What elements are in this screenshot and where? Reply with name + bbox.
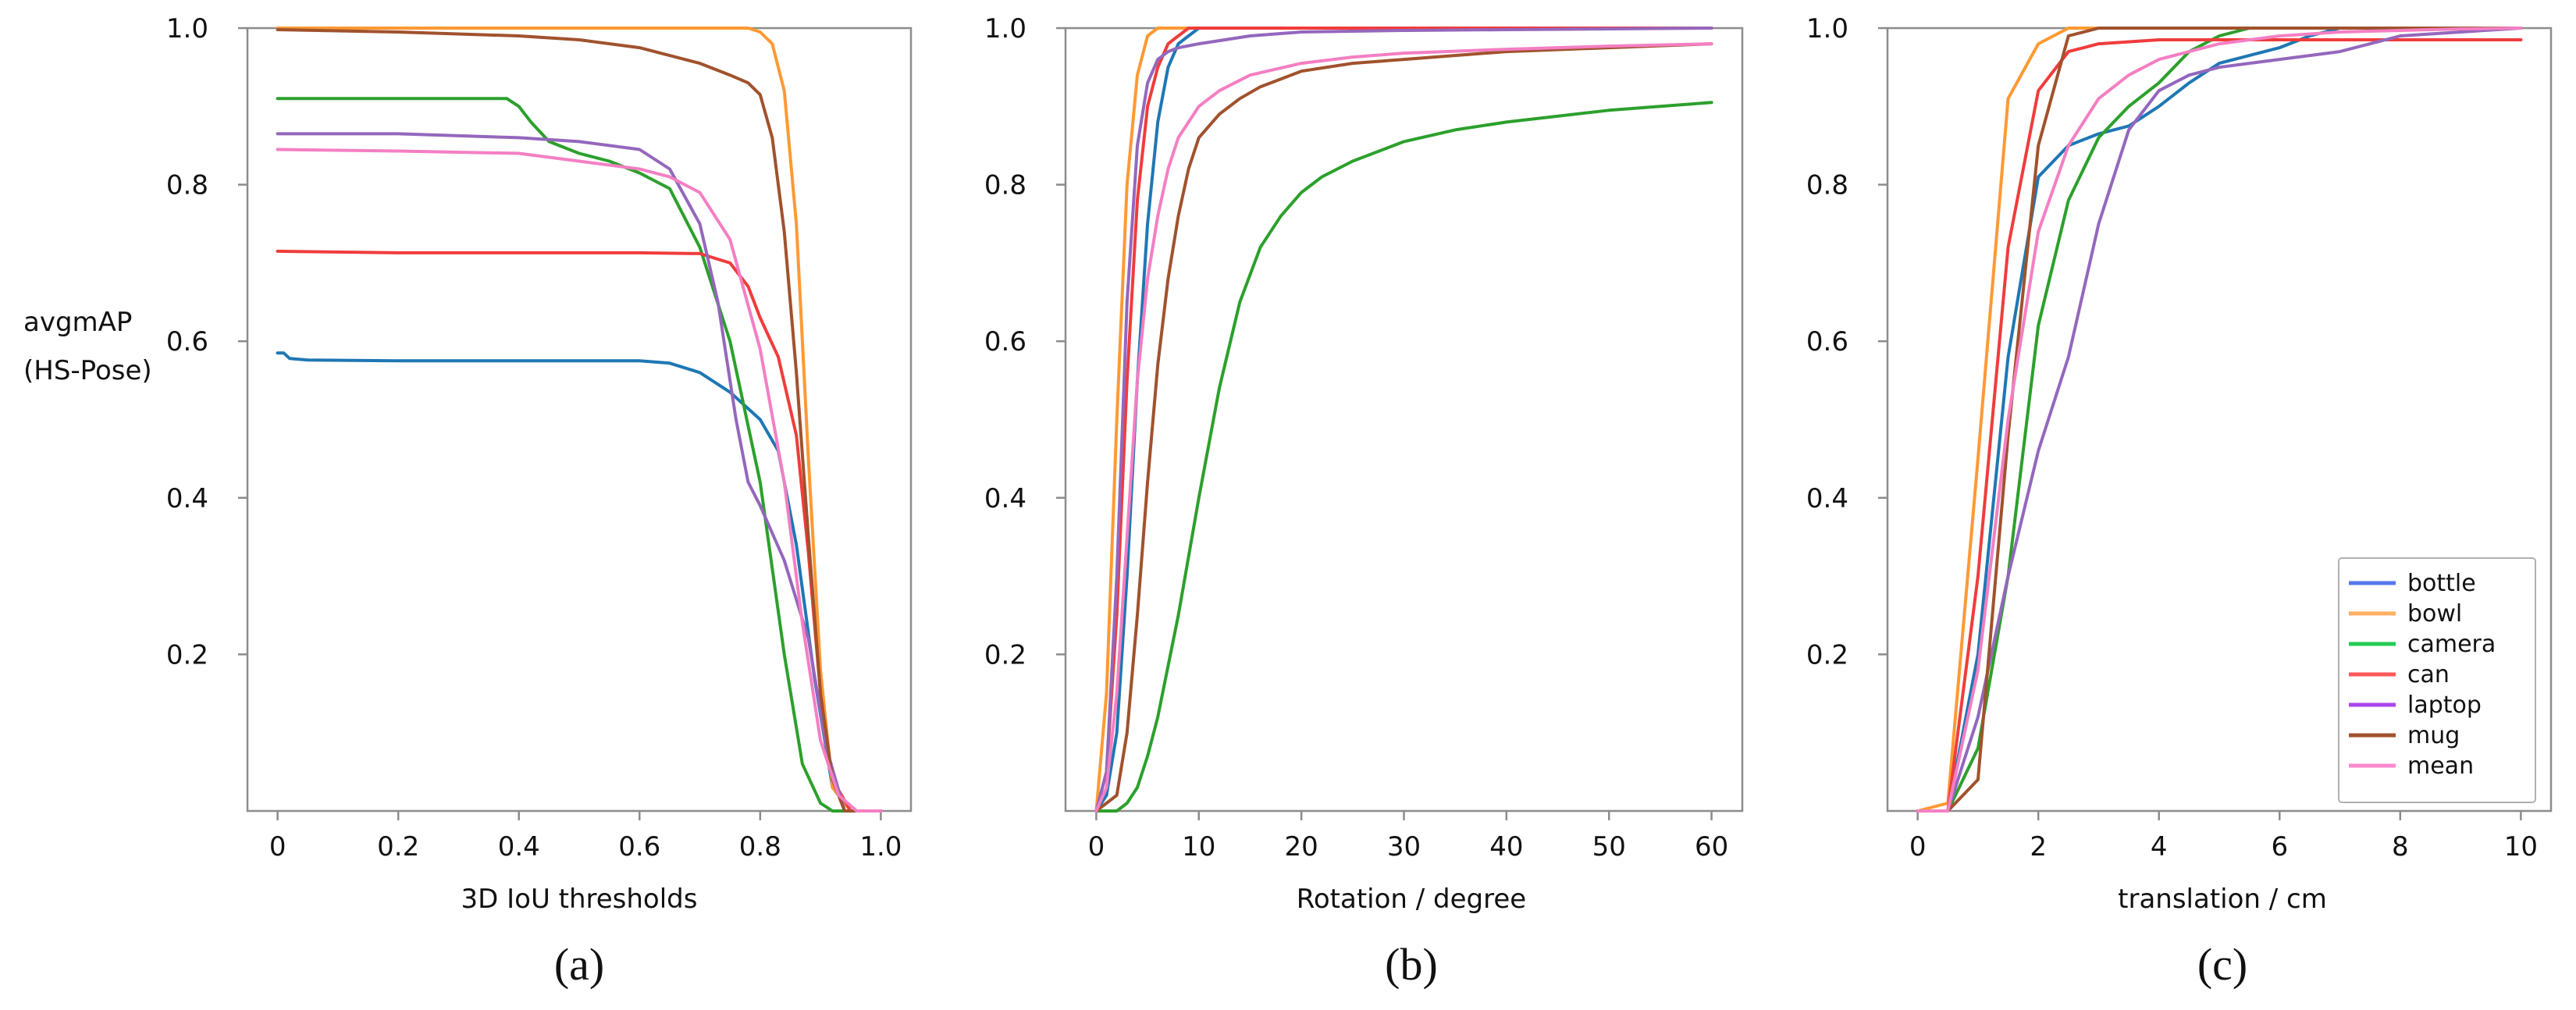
x-tick-label: 0 bbox=[1909, 831, 1927, 862]
panel-b-frame bbox=[1064, 27, 1744, 813]
panel-c-ticks: 0 2 4 6 8 10 0.2 0.4 0.6 0.8 1.0 bbox=[1806, 13, 2538, 862]
y-tick-label: 0.6 bbox=[984, 326, 1026, 357]
y-tick-label: 0.8 bbox=[1806, 170, 1848, 201]
series-line-camera bbox=[276, 97, 883, 813]
panel-a-ylabel-line2: (HS-Pose) bbox=[23, 355, 152, 386]
legend-label-mean: mean bbox=[2407, 752, 2474, 780]
y-tick-label: 0.4 bbox=[166, 483, 208, 514]
x-tick-label: 0.6 bbox=[618, 831, 660, 862]
legend-entries: bottle bowl camera can laptop mug mean bbox=[2349, 570, 2496, 780]
series-line-mug bbox=[276, 28, 883, 813]
panel-a-caption: (a) bbox=[554, 939, 604, 990]
legend-label-can: can bbox=[2407, 661, 2450, 688]
panel-a-frame bbox=[246, 27, 913, 813]
x-tick-label: 4 bbox=[2151, 831, 2168, 862]
panel-c-series bbox=[1916, 27, 2523, 813]
legend-label-camera: camera bbox=[2407, 631, 2496, 658]
panel-c: 0 2 4 6 8 100.20.40.60.81.0 translation / cm … bbox=[1806, 13, 2553, 990]
panel-b-caption: (b) bbox=[1385, 939, 1438, 990]
panel-a-ticks: 0 0.2 0.4 0.6 0.8 1.0 0.2 0.4 0.6 0.8 1.0 bbox=[166, 13, 902, 862]
legend-box bbox=[2338, 557, 2536, 803]
panel-a-ylabel-line1: avgmAP bbox=[23, 307, 132, 338]
x-tick-label: 20 bbox=[1285, 831, 1318, 862]
y-tick-label: 0.2 bbox=[984, 639, 1026, 670]
panel-a-xlabel: 3D IoU thresholds bbox=[461, 884, 698, 915]
series-line-mean bbox=[1916, 27, 2523, 813]
series-line-camera bbox=[1094, 101, 1713, 813]
series-line-can bbox=[1094, 27, 1713, 813]
series-line-can bbox=[1916, 38, 2523, 813]
series-line-mug bbox=[1916, 27, 2523, 813]
x-tick-label: 0.2 bbox=[377, 831, 419, 862]
series-line-laptop bbox=[1094, 27, 1713, 813]
x-tick-label: 1.0 bbox=[859, 831, 902, 862]
y-tick-label: 0.2 bbox=[1806, 639, 1848, 670]
panel-a-series bbox=[276, 27, 883, 813]
x-tick-label: 2 bbox=[2030, 831, 2047, 862]
series-line-mean bbox=[276, 148, 883, 813]
panel-b-series bbox=[1094, 27, 1713, 813]
panel-b-xlabel: Rotation / degree bbox=[1297, 884, 1526, 915]
x-tick-label: 0 bbox=[269, 831, 286, 862]
x-tick-label: 50 bbox=[1592, 831, 1626, 862]
y-tick-label: 1.0 bbox=[984, 13, 1026, 44]
x-tick-label: 10 bbox=[1182, 831, 1215, 862]
y-tick-label: 0.2 bbox=[166, 639, 208, 670]
x-tick-label: 0 bbox=[1088, 831, 1105, 862]
series-line-laptop bbox=[1916, 27, 2523, 813]
x-tick-label: 6 bbox=[2271, 831, 2288, 862]
series-line-bowl bbox=[1094, 27, 1713, 813]
legend-label-mug: mug bbox=[2407, 722, 2460, 749]
y-tick-label: 0.6 bbox=[166, 326, 208, 357]
legend-label-bottle: bottle bbox=[2407, 570, 2476, 597]
y-tick-label: 0.4 bbox=[1806, 483, 1848, 514]
series-line-laptop bbox=[276, 132, 883, 813]
x-tick-label: 0.8 bbox=[739, 831, 781, 862]
legend-label-bowl: bowl bbox=[2407, 600, 2462, 628]
x-tick-label: 10 bbox=[2504, 831, 2538, 862]
x-tick-label: 0.4 bbox=[498, 831, 540, 862]
x-tick-label: 60 bbox=[1695, 831, 1728, 862]
x-tick-label: 8 bbox=[2392, 831, 2409, 862]
y-tick-label: 0.8 bbox=[984, 170, 1026, 201]
x-tick-label: 30 bbox=[1387, 831, 1421, 862]
series-line-bottle bbox=[1094, 27, 1713, 813]
panel-b: 0 10 20 30 40 50 60 0.2 0.4 0.6 0.8 1.0 Rotation / … bbox=[984, 13, 1744, 990]
legend-label-laptop: laptop bbox=[2407, 692, 2482, 719]
panel-c-xlabel: translation / cm bbox=[2118, 884, 2327, 915]
y-tick-label: 0.6 bbox=[1806, 326, 1848, 357]
panel-b-ticks: 0 10 20 30 40 50 60 0.2 0.4 0.6 0.8 1.0 bbox=[984, 13, 1728, 862]
y-tick-label: 0.8 bbox=[166, 170, 208, 201]
x-tick-label: 40 bbox=[1489, 831, 1523, 862]
panel-c-caption: (c) bbox=[2197, 939, 2247, 990]
series-line-mug bbox=[1094, 42, 1713, 813]
y-tick-label: 0.4 bbox=[984, 483, 1026, 514]
series-line-mean bbox=[1094, 42, 1713, 813]
panel-a: 0 0.2 0.4 0.6 0.8 1.0 0.2 0.4 0.6 0.8 1.0 avgmAP (… bbox=[23, 13, 913, 990]
y-tick-label: 1.0 bbox=[1806, 13, 1848, 44]
legend: bottle bowl camera can laptop mug mean bbox=[2338, 557, 2536, 803]
y-tick-label: 1.0 bbox=[166, 13, 208, 44]
